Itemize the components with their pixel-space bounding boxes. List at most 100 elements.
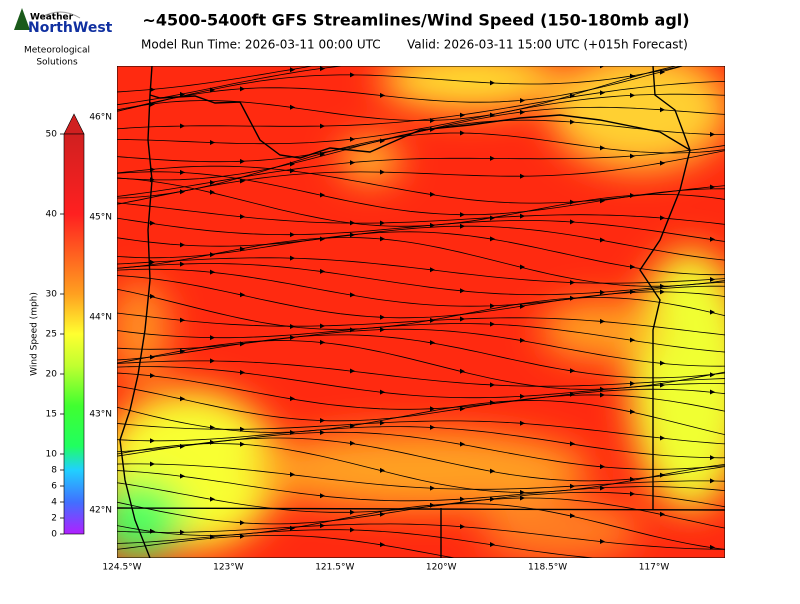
stream-arrow: [350, 527, 355, 533]
stream-arrow: [600, 289, 605, 295]
stream-arrow: [520, 566, 525, 571]
colorbar-tick-label: 2: [51, 514, 57, 524]
stream-arrow: [520, 173, 525, 179]
colorbar-tick-label: 25: [46, 330, 57, 340]
stream-arrow: [350, 160, 355, 166]
logo-line: Meteorological: [24, 46, 90, 56]
stream-arrow: [710, 236, 715, 242]
streamline: [117, 202, 725, 225]
streamline: [117, 171, 725, 216]
stream-arrow: [320, 339, 325, 345]
stream-arrow: [240, 533, 245, 539]
field-blob: [480, 500, 640, 558]
stream-arrow: [150, 373, 155, 379]
logo-tree: [14, 8, 30, 30]
streamline: [117, 217, 725, 242]
stream-arrow: [660, 215, 665, 221]
stream-arrow: [660, 360, 665, 366]
stream-arrow: [710, 277, 715, 283]
lon-label: 117°W: [639, 563, 670, 573]
stream-arrow: [600, 318, 605, 324]
streamline: [117, 334, 725, 379]
stream-arrow: [150, 259, 155, 265]
stream-arrow: [660, 283, 665, 289]
stream-arrow: [290, 104, 295, 110]
stream-arrow: [710, 42, 715, 47]
stream-arrow: [150, 354, 155, 360]
map: [117, 42, 725, 571]
stream-arrow: [520, 393, 525, 399]
stream-arrow: [660, 160, 665, 166]
stream-arrow: [240, 86, 245, 92]
colorbar-label: Wind Speed (mph): [30, 292, 40, 376]
stream-arrow: [150, 220, 155, 226]
stream-arrow: [630, 409, 635, 415]
stream-arrow: [180, 169, 185, 175]
streamline: [117, 66, 316, 93]
streamline: [117, 66, 685, 112]
stream-arrow: [630, 289, 635, 295]
stream-arrow: [710, 478, 715, 484]
stream-arrow: [660, 435, 665, 441]
valid-time: Valid: 2026-03-11 15:00 UTC (+015h Forec…: [407, 38, 688, 52]
stream-arrow: [460, 441, 465, 447]
stream-arrow: [240, 441, 245, 447]
colorbar-tick-label: 8: [51, 466, 57, 476]
stream-arrow: [430, 485, 435, 491]
stream-arrow: [570, 368, 575, 374]
stream-arrow: [380, 467, 385, 473]
streamline: [117, 150, 725, 205]
stream-arrow: [490, 321, 495, 327]
state-border: [117, 507, 725, 511]
stream-arrow: [520, 337, 525, 343]
stream-arrow: [570, 279, 575, 285]
stream-arrow: [570, 483, 575, 489]
stream-arrow: [380, 92, 385, 98]
colorbar-bar: [63, 133, 85, 535]
stream-arrow: [430, 340, 435, 346]
stream-arrow: [290, 67, 295, 73]
stream-arrow: [350, 232, 355, 238]
stream-arrow: [520, 420, 525, 426]
stream-arrow: [240, 178, 245, 184]
stream-arrow: [490, 80, 495, 86]
stream-arrow: [350, 368, 355, 374]
stream-arrow: [180, 529, 185, 535]
stream-arrow: [240, 292, 245, 298]
stream-arrow: [600, 386, 605, 392]
stream-arrow: [180, 473, 185, 479]
stream-arrow: [240, 369, 245, 375]
stream-arrow: [290, 396, 295, 402]
stream-arrow: [380, 511, 385, 517]
stream-arrow: [430, 424, 435, 430]
state-border: [639, 66, 691, 510]
stream-arrow: [380, 169, 385, 175]
stream-arrow: [180, 123, 185, 129]
streamline: [117, 225, 725, 261]
lon-label: 118.5°W: [528, 563, 567, 573]
colorbar-tick-label: 50: [46, 130, 58, 140]
stream-arrow: [380, 389, 385, 395]
stream-arrow: [290, 232, 295, 238]
streamline: [117, 66, 607, 106]
stream-arrow: [660, 382, 665, 388]
stream-arrow: [520, 109, 525, 115]
stream-arrow: [630, 491, 635, 497]
lat-label: 45°N: [89, 213, 112, 223]
stream-arrow: [630, 337, 635, 343]
stream-arrow: [490, 468, 495, 474]
stream-arrow: [180, 317, 185, 323]
stream-arrow: [430, 502, 435, 508]
stream-arrow: [430, 222, 435, 228]
stream-arrow: [630, 557, 631, 558]
stream-arrow: [290, 255, 295, 261]
stream-arrow: [460, 496, 465, 502]
stream-arrow: [210, 87, 215, 93]
stream-arrow: [600, 145, 605, 151]
lon-label: 124.5°W: [102, 563, 141, 573]
stream-arrow: [460, 130, 465, 136]
stream-arrow: [570, 295, 575, 301]
stream-arrow: [210, 189, 215, 195]
stream-arrow: [430, 267, 435, 273]
